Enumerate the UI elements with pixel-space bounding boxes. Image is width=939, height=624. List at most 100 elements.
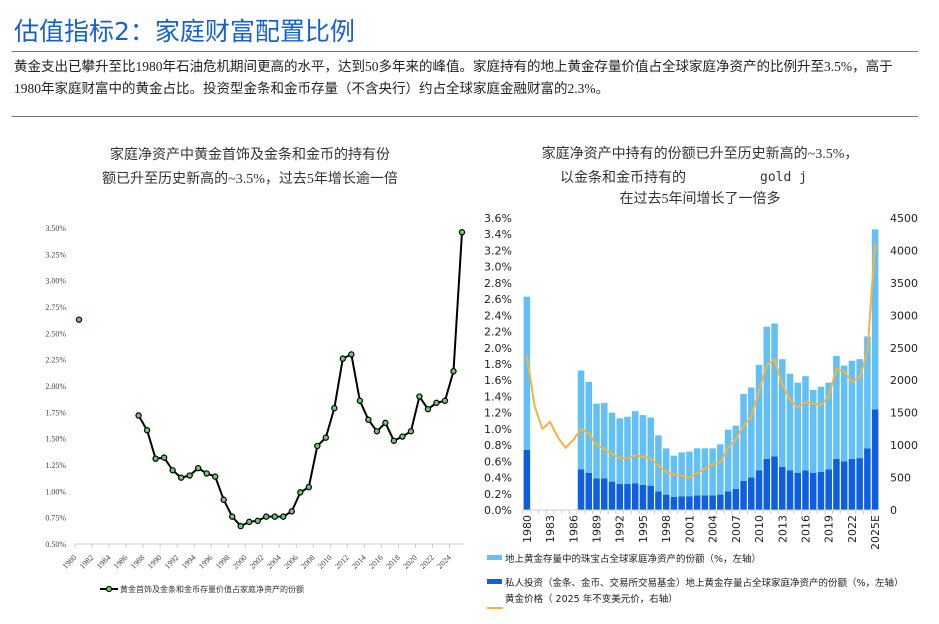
legend-swatch-jewelry xyxy=(487,555,502,560)
bar-jewelry xyxy=(864,336,871,449)
x-tick-label: 2016 xyxy=(367,553,385,571)
x-tick-label: 2022 xyxy=(418,553,436,571)
data-point xyxy=(424,405,432,413)
x-tick-label: 1982 xyxy=(78,553,96,571)
bar-private-investment xyxy=(724,491,732,510)
data-point xyxy=(135,412,142,419)
left-y-tick-label: 3.0% xyxy=(484,261,512,274)
x-tick-label: 2012 xyxy=(333,553,351,571)
data-point xyxy=(203,470,210,477)
right-y-tick-label: 500 xyxy=(890,472,911,485)
right-y-tick-label: 1000 xyxy=(890,439,918,452)
data-point xyxy=(246,518,253,526)
y-tick-label: 1.50% xyxy=(45,435,66,444)
y-tick-label: 2.00% xyxy=(45,382,66,391)
data-point xyxy=(322,434,330,441)
bar-private-investment xyxy=(639,484,647,510)
bar-jewelry xyxy=(616,418,624,485)
x-tick-label: 1986 xyxy=(112,553,130,571)
left-y-tick-label: 1.0% xyxy=(484,423,512,436)
data-point xyxy=(407,428,415,435)
bar-private-investment xyxy=(786,470,794,510)
bar-jewelry xyxy=(639,415,647,485)
left-y-tick-label: 1.4% xyxy=(484,390,512,403)
data-point xyxy=(314,442,321,450)
right-y-tick-label: 1500 xyxy=(890,407,918,420)
bar-jewelry xyxy=(794,382,802,473)
data-point xyxy=(169,467,176,474)
data-point xyxy=(373,428,381,435)
summary-paragraph: 黄金支出已攀升至比1980年石油危机期间更高的水平，达到50多年来的峰值。家庭持… xyxy=(14,59,893,96)
y-tick-label: 3.00% xyxy=(45,277,66,286)
data-point xyxy=(152,455,159,462)
bar-private-investment xyxy=(631,483,639,510)
data-point xyxy=(220,496,227,503)
y-tick-label: 2.75% xyxy=(45,303,66,312)
bar-jewelry xyxy=(670,455,678,498)
bar-private-investment xyxy=(840,461,848,510)
bar-jewelry xyxy=(786,373,794,471)
bar-private-investment xyxy=(701,495,709,510)
right-y-tick-label: 4500 xyxy=(890,212,918,225)
data-point xyxy=(450,368,457,375)
x-tick-label: 2004 xyxy=(707,515,720,543)
x-tick-label: 2025E xyxy=(869,515,882,550)
bar-jewelry xyxy=(523,296,531,450)
bar-jewelry xyxy=(732,425,740,489)
legend-label-jewelry: 地上黄金存量中的珠宝占全球家庭净资产的份额（%，左轴） xyxy=(505,553,761,565)
y-tick-label: 0.75% xyxy=(45,514,66,523)
bar-jewelry xyxy=(717,444,724,495)
data-point xyxy=(160,454,168,461)
left-y-tick-label: 2.2% xyxy=(484,326,512,339)
y-tick-label: 2.25% xyxy=(45,356,66,365)
bar-jewelry xyxy=(593,403,600,479)
bar-private-investment xyxy=(802,470,809,510)
left-y-tick-label: 0.6% xyxy=(484,455,512,468)
bar-jewelry xyxy=(585,381,593,473)
left-y-tick-label: 1.6% xyxy=(484,374,512,387)
bar-private-investment xyxy=(686,496,693,510)
data-point xyxy=(348,351,355,358)
x-tick-label: 2022 xyxy=(846,515,859,543)
left-y-tick-label: 0.2% xyxy=(484,488,512,501)
data-point xyxy=(228,513,236,520)
left-y-tick-label: 0.4% xyxy=(484,472,512,485)
x-tick-label: 1984 xyxy=(95,553,113,571)
y-tick-label: 3.25% xyxy=(45,250,66,259)
bar-private-investment xyxy=(709,495,716,510)
right-y-tick-label: 2000 xyxy=(890,374,918,387)
bar-private-investment xyxy=(817,471,825,510)
data-point xyxy=(382,419,389,427)
bar-private-investment xyxy=(693,495,701,510)
bar-jewelry xyxy=(817,386,825,472)
x-tick-label: 2014 xyxy=(350,553,368,571)
data-point xyxy=(271,513,278,520)
right-y-tick-label: 3000 xyxy=(890,309,918,322)
bar-jewelry xyxy=(778,359,786,468)
x-tick-label: 2001 xyxy=(683,515,696,543)
x-tick-label: 2018 xyxy=(384,553,402,571)
left-y-tick-label: 2.4% xyxy=(484,309,512,322)
x-tick-label: 1990 xyxy=(146,553,164,571)
x-tick-label: 2020 xyxy=(401,553,419,571)
y-tick-label: 2.50% xyxy=(45,329,66,338)
bar-jewelry xyxy=(647,417,654,486)
left-y-tick-label: 0.8% xyxy=(484,439,512,452)
y-tick-label: 1.25% xyxy=(45,461,66,470)
left-y-tick-label: 1.2% xyxy=(484,407,512,420)
left-y-tick-label: 2.6% xyxy=(484,293,512,306)
bar-jewelry xyxy=(724,429,732,492)
data-point xyxy=(441,397,449,404)
legend-label: 黄金首饰及金条和金币存量价值占家庭净资产的份额 xyxy=(120,584,304,594)
right-y-tick-label: 2500 xyxy=(890,342,918,355)
bar-private-investment xyxy=(794,472,802,510)
bar-private-investment xyxy=(864,448,871,510)
data-point xyxy=(194,464,202,472)
data-point xyxy=(305,483,312,491)
data-point xyxy=(390,437,398,444)
bar-jewelry xyxy=(701,448,709,496)
bar-jewelry xyxy=(709,448,716,496)
x-tick-label: 1992 xyxy=(163,553,181,571)
bar-private-investment xyxy=(717,494,724,510)
